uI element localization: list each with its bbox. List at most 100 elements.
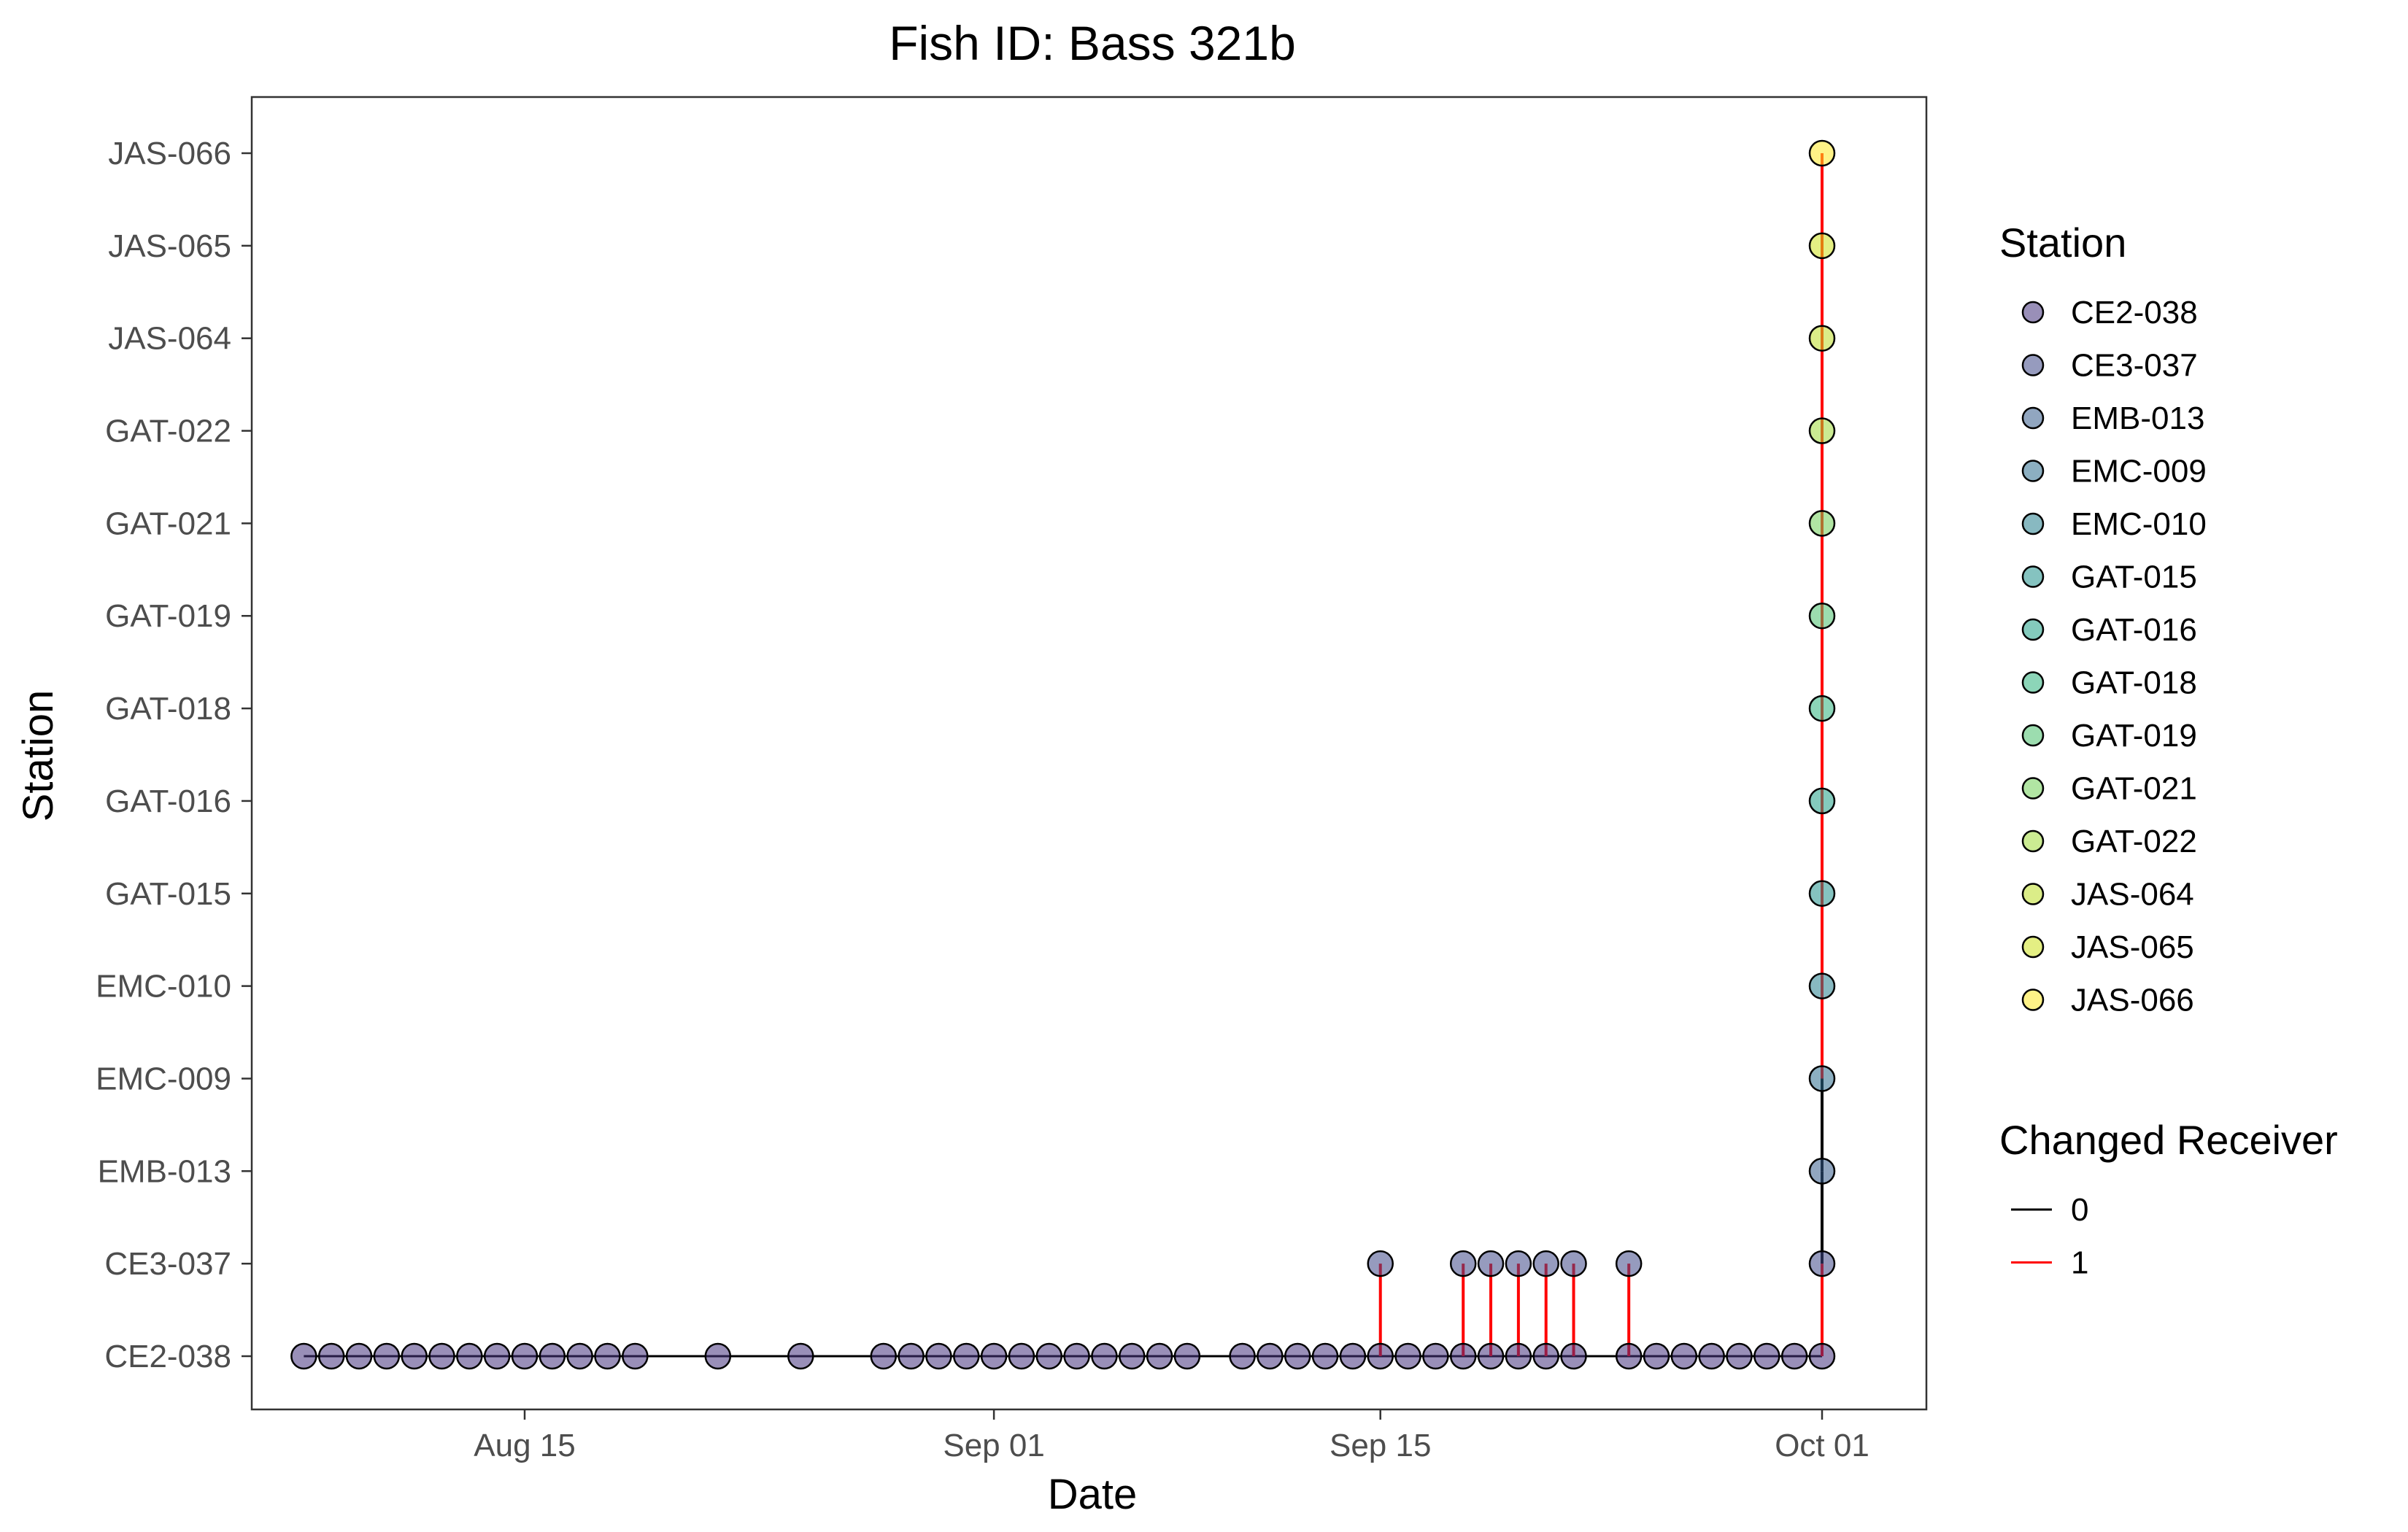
legend-station-key	[2021, 777, 2045, 800]
legend-station-label: JAS-065	[2071, 929, 2194, 965]
detection-point	[1615, 1250, 1643, 1277]
legend-station-key	[2021, 565, 2045, 588]
y-tick-label: GAT-021	[105, 506, 231, 541]
detection-point	[1394, 1342, 1421, 1370]
detection-point	[1808, 232, 1836, 260]
detection-point	[317, 1342, 345, 1370]
legend-station-key	[2021, 301, 2045, 324]
y-tick-label: JAS-065	[108, 228, 231, 264]
chart-title: Fish ID: Bass 321b	[889, 16, 1296, 70]
detection-point	[1035, 1342, 1063, 1370]
x-axis-title: Date	[1048, 1471, 1138, 1518]
y-tick-label: JAS-064	[108, 321, 231, 357]
detection-point	[1808, 325, 1836, 352]
y-tick-label: GAT-022	[105, 414, 231, 449]
detection-point	[1091, 1342, 1118, 1370]
y-tick-label: EMC-010	[96, 969, 231, 1005]
detection-point	[622, 1342, 649, 1370]
detection-point	[483, 1342, 511, 1370]
detection-point	[594, 1342, 621, 1370]
y-tick-label: EMB-013	[98, 1153, 231, 1189]
detection-point	[428, 1342, 455, 1370]
detection-point	[1560, 1342, 1587, 1370]
detection-point	[980, 1342, 1008, 1370]
plot-area	[250, 96, 1928, 1411]
detection-point	[1505, 1342, 1532, 1370]
legend-station-key	[2021, 512, 2045, 535]
detection-point	[1477, 1250, 1505, 1277]
y-tick-label: CE3-037	[104, 1246, 231, 1282]
detection-point	[1560, 1250, 1587, 1277]
detection-point	[1146, 1342, 1173, 1370]
x-tick-label: Oct 01	[1775, 1428, 1869, 1463]
detection-point	[539, 1342, 566, 1370]
detection-point	[1229, 1342, 1256, 1370]
legend-station-label: EMB-013	[2071, 401, 2204, 436]
detection-point	[1119, 1342, 1146, 1370]
legend-station-key	[2021, 618, 2045, 641]
y-tick-label: GAT-015	[105, 876, 231, 912]
legend-station-title: Station	[1999, 220, 2126, 266]
y-tick-label: GAT-018	[105, 691, 231, 727]
legend-station-key	[2021, 935, 2045, 959]
x-tick-label: Sep 01	[943, 1428, 1044, 1463]
legend-station-key	[2021, 989, 2045, 1011]
legend-station-label: JAS-066	[2071, 983, 2194, 1018]
detection-point	[1449, 1250, 1477, 1277]
detection-point	[1808, 417, 1836, 444]
legend-station-label: GAT-016	[2071, 612, 2197, 648]
y-tick-label: GAT-019	[105, 598, 231, 634]
legend-station-label: GAT-018	[2071, 665, 2197, 701]
detection-point	[1284, 1342, 1311, 1370]
detection-point	[1257, 1342, 1284, 1370]
detection-point	[787, 1342, 814, 1370]
detection-point	[373, 1342, 401, 1370]
x-tick-label: Aug 15	[474, 1428, 575, 1463]
detection-point	[1173, 1342, 1201, 1370]
legend-station-label: GAT-021	[2071, 771, 2197, 807]
detection-point	[1339, 1342, 1367, 1370]
detection-point	[1808, 695, 1836, 722]
detection-point	[1808, 139, 1836, 167]
detection-point	[456, 1342, 483, 1370]
detection-point	[704, 1342, 732, 1370]
detection-point	[1808, 787, 1836, 815]
detection-point	[1643, 1342, 1670, 1370]
detection-point	[1311, 1342, 1339, 1370]
detection-point	[1505, 1250, 1532, 1277]
legend-changed-title: Changed Receiver	[1999, 1117, 2338, 1163]
detection-point	[1367, 1342, 1394, 1370]
y-tick-label: GAT-016	[105, 784, 231, 819]
legend-station-label: EMC-009	[2071, 454, 2207, 490]
detection-point	[511, 1342, 539, 1370]
detection-point	[1753, 1342, 1780, 1370]
detection-point	[1808, 1342, 1836, 1370]
legend-station-key	[2021, 724, 2045, 747]
detection-point	[1780, 1342, 1808, 1370]
plot-panel	[250, 96, 1928, 1411]
detection-point	[1367, 1250, 1394, 1277]
x-tick-label: Sep 15	[1330, 1428, 1431, 1463]
detection-point	[345, 1342, 373, 1370]
detection-point	[1808, 1158, 1836, 1185]
legend-station-key	[2021, 406, 2045, 430]
detection-point	[1532, 1250, 1559, 1277]
y-axis-title: Station	[15, 690, 62, 822]
detection-point	[1808, 972, 1836, 999]
legend-station-key	[2021, 671, 2045, 694]
detection-point	[1808, 880, 1836, 908]
detection-point	[1670, 1342, 1698, 1370]
detection-point	[1808, 1250, 1836, 1277]
detection-point	[1063, 1342, 1090, 1370]
legend: Station CE2-038 CE3-037 EMB-013 EMC-009 EMC-…	[1999, 220, 2338, 1281]
legend-station-key	[2021, 460, 2045, 482]
detection-point	[1422, 1342, 1449, 1370]
detection-point	[898, 1342, 925, 1370]
detection-point	[925, 1342, 952, 1370]
detection-point	[1808, 602, 1836, 630]
legend-changed-label: 1	[2071, 1245, 2088, 1281]
legend-station-label: EMC-010	[2071, 506, 2207, 542]
detection-point	[1477, 1342, 1505, 1370]
legend-station-key	[2021, 354, 2045, 376]
